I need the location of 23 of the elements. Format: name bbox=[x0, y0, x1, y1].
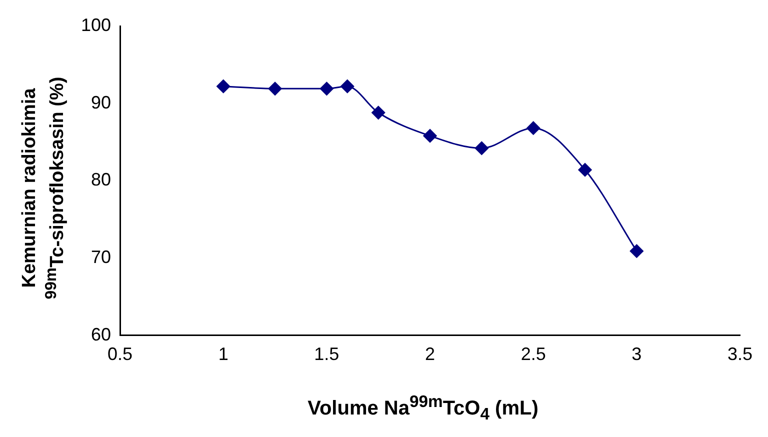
point bbox=[630, 244, 644, 258]
y-tick-label: 100 bbox=[80, 14, 112, 35]
point bbox=[372, 106, 386, 120]
point bbox=[340, 80, 354, 94]
point bbox=[474, 141, 488, 155]
x-tick-label: 1.5 bbox=[314, 344, 340, 364]
y-tick-label: 60 bbox=[91, 324, 112, 344]
point bbox=[578, 163, 592, 177]
x-tick-label: 2 bbox=[425, 344, 436, 364]
x-tick-label: 2.5 bbox=[520, 344, 546, 364]
x-tick-label: 3 bbox=[632, 344, 642, 364]
x-axis-title: Volume Na$^{99m}$TcO$_{4}$ (mL) bbox=[306, 392, 540, 425]
point bbox=[216, 80, 230, 94]
point bbox=[423, 129, 437, 143]
y-tick-label: 70 bbox=[91, 247, 112, 268]
point bbox=[268, 82, 282, 96]
y-tick-label: 90 bbox=[91, 92, 112, 112]
x-tick-label: 0.5 bbox=[108, 344, 133, 364]
y-tick-label: 80 bbox=[91, 170, 112, 190]
point bbox=[320, 82, 334, 96]
x-tick-label: 3.5 bbox=[727, 344, 753, 364]
x-tick-label: 1 bbox=[218, 344, 228, 364]
point bbox=[526, 121, 540, 135]
